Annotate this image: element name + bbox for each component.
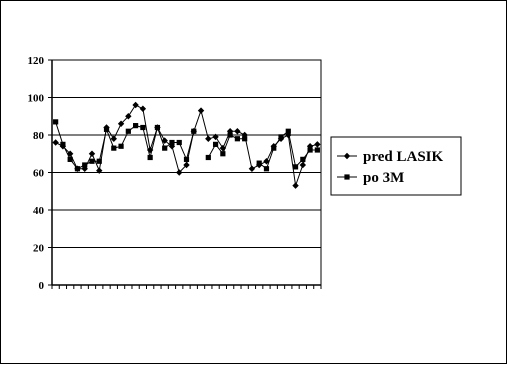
legend-label: po 3M — [363, 170, 404, 186]
data-point — [125, 113, 132, 120]
data-point — [242, 136, 248, 142]
data-point — [81, 165, 88, 172]
data-point — [169, 139, 175, 146]
data-point — [285, 128, 291, 134]
data-point — [220, 151, 226, 157]
data-point — [219, 144, 227, 152]
data-point — [256, 160, 262, 166]
data-point — [234, 136, 240, 142]
data-point — [197, 107, 205, 114]
data-point — [263, 166, 270, 172]
data-point — [140, 124, 146, 131]
data-point — [234, 128, 241, 135]
data-point — [96, 167, 103, 174]
data-point — [205, 154, 211, 161]
data-point — [146, 146, 154, 154]
data-point — [96, 158, 102, 164]
series-layer — [52, 101, 321, 189]
axes: 0 20 40 60 80 100 120 — [28, 55, 322, 292]
y-tick-label: 120 — [28, 55, 45, 67]
data-point — [292, 164, 299, 170]
data-point — [176, 169, 183, 176]
data-point — [227, 132, 233, 138]
legend-item-1: po 3M — [337, 170, 404, 186]
series-line — [55, 104, 318, 186]
data-point — [53, 119, 59, 125]
data-point — [118, 143, 124, 149]
y-tick-label: 60 — [33, 168, 45, 180]
y-tick-label: 20 — [33, 243, 45, 255]
data-point — [300, 156, 306, 162]
legend-marker — [343, 152, 351, 160]
data-point — [183, 161, 190, 169]
data-point — [74, 166, 81, 172]
data-point — [89, 158, 95, 164]
data-point — [183, 156, 190, 162]
data-point — [212, 141, 219, 147]
data-point — [67, 156, 73, 162]
y-tick-label: 0 — [39, 280, 45, 292]
data-point — [132, 101, 139, 109]
data-point — [139, 105, 147, 112]
legend-marker — [344, 174, 350, 180]
data-point — [60, 141, 66, 147]
data-point — [110, 135, 117, 142]
data-point — [133, 123, 139, 129]
data-point — [271, 145, 277, 151]
data-point — [292, 182, 299, 189]
data-point — [154, 124, 161, 131]
data-point — [299, 161, 307, 169]
data-point — [191, 128, 197, 134]
y-tick-label: 80 — [33, 130, 45, 142]
data-point — [205, 135, 212, 142]
data-point — [111, 145, 117, 151]
data-point — [147, 154, 153, 161]
data-point — [125, 128, 131, 134]
data-point — [176, 139, 182, 146]
data-point — [248, 165, 256, 172]
data-point — [263, 158, 270, 165]
data-point — [162, 145, 168, 151]
data-point — [117, 120, 125, 127]
data-point — [66, 150, 74, 157]
series-0 — [52, 101, 321, 189]
legend: pred LASIK po 3M — [330, 136, 462, 196]
y-tick-label: 40 — [33, 205, 45, 217]
data-point — [212, 133, 219, 141]
legend-box — [330, 136, 462, 196]
data-point — [103, 126, 110, 132]
series-1 — [53, 119, 320, 172]
data-point — [82, 162, 88, 168]
data-point — [52, 139, 59, 146]
data-point — [285, 131, 292, 139]
data-point — [307, 147, 313, 153]
y-tick-label: 100 — [28, 93, 45, 105]
data-point — [314, 141, 321, 148]
legend-item-0: pred LASIK — [337, 149, 443, 165]
data-point — [88, 150, 96, 157]
grid-lines — [51, 59, 322, 286]
data-point — [314, 147, 320, 153]
data-point — [278, 134, 284, 140]
legend-label: pred LASIK — [363, 149, 443, 165]
